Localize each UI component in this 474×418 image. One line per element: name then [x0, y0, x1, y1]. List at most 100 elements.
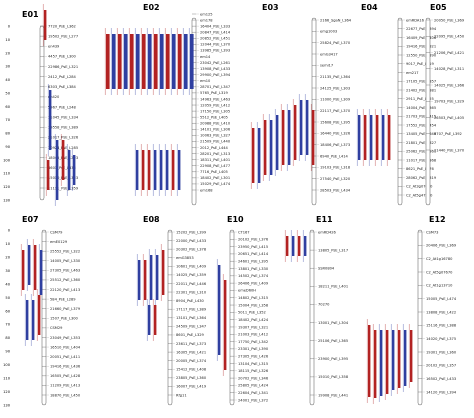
marker-label: 17150_PsE_L305	[200, 109, 230, 113]
qtl-bar	[73, 155, 76, 185]
marker-label: CSM29	[50, 326, 63, 330]
marker-label: 18115_PsE_L326	[238, 369, 269, 373]
panel-e01: E01 0 10 20 30 40 50 60 70 80 90 100 110 120 130 7720_P…	[3, 4, 79, 206]
marker-label: 20406_PsE_L369	[426, 244, 457, 248]
marker-label: 13808_PsE_L422	[426, 310, 456, 314]
marker-label: emeD60H	[238, 289, 256, 293]
marker-label: 20302_PsE_L378	[176, 247, 207, 251]
qtl-bar	[136, 150, 139, 190]
marker-label: 24125_PsE_L303	[320, 86, 350, 90]
panel-title: E10	[227, 215, 244, 224]
marker-label: 13801_PsE_L330	[238, 267, 269, 271]
marker-label: 21801_PsE_L327	[406, 141, 436, 145]
marker-label: 13805_PsE_L317	[318, 248, 348, 252]
scale-tick-label: 0	[8, 229, 11, 233]
qtl-bar	[252, 128, 255, 183]
marker-label: 5967_PsE_L248	[48, 105, 77, 109]
qtl-bar	[166, 34, 170, 89]
marker-label: 26503_PsE_L405	[434, 116, 464, 120]
marker-label: 27540_PsE_L320	[320, 177, 351, 181]
qtl-bar	[112, 34, 116, 89]
marker-label: 27305_PsE_L463	[50, 269, 80, 273]
qtl-bar	[184, 34, 188, 89]
qtl-bar	[162, 250, 165, 295]
scale-tick-label: 30	[5, 65, 10, 69]
qtl-bar	[172, 150, 175, 190]
marker-label: 25512_PsE_L360	[50, 278, 81, 282]
marker-label: 16510_PsE_L404	[50, 345, 81, 349]
marker-label: 16305_PsE_L421	[176, 350, 206, 354]
qtl-bar	[276, 115, 279, 170]
marker-label: 22301_PsE_L310	[176, 290, 207, 294]
marker-label: 14020_PsE_L375	[426, 337, 456, 341]
marker-label: 19703_PsE_L329	[434, 100, 465, 104]
scale-tick-label: 90	[5, 350, 10, 354]
marker-label: 15608_PsE_L395	[320, 120, 350, 124]
scale-tick-label: 80	[5, 336, 10, 340]
qtl-bar	[148, 34, 152, 89]
qtl-bar	[154, 305, 157, 335]
marker-label: 23900_PsE_L395	[318, 357, 348, 361]
marker-label: em168	[200, 188, 213, 192]
panel-title: E01	[22, 10, 39, 19]
marker-label: 14028_PsE_L311	[434, 67, 464, 71]
marker-label: 6940_PsE_L414	[320, 154, 349, 158]
marker-label: 11209_PsE_L413	[50, 384, 80, 388]
marker-label: 21003_PsE_L412	[238, 333, 268, 337]
scale-tick-label: 110	[3, 377, 11, 381]
marker-label: 24509_PsE_L347	[176, 325, 206, 329]
marker-label: 16505_PsE_L428	[50, 374, 81, 378]
marker-label: 11111_PsE_L359	[48, 186, 79, 190]
marker-label: 17117_PsE_L389	[176, 308, 207, 312]
qtl-bar	[49, 90, 52, 150]
scale-tick-label: 40	[5, 78, 10, 82]
scale-tick-label: 90	[5, 145, 10, 149]
marker-label: 12044_PsE_L370	[200, 43, 231, 47]
qtl-bar	[288, 110, 291, 165]
marker-label: 13104_PsE_L315	[238, 362, 268, 366]
qtl-bar	[398, 330, 401, 388]
marker-label: 14004_PsE_L365	[406, 106, 436, 110]
marker-label: 5011_PsE_L352	[238, 311, 266, 315]
qtl-bar	[148, 305, 151, 335]
marker-label: 29900_PsE_L394	[200, 73, 231, 77]
marker-label: 13101_PsE_L364	[176, 316, 207, 320]
marker-label: C2_At5g47320	[406, 193, 433, 197]
panel-e03: E03 2166_SgaN_L364 emg1003 25824_PsE_L370em…	[251, 3, 352, 206]
marker-label: 15412_PsE_L408	[176, 368, 207, 372]
qtl-bar	[282, 110, 285, 165]
marker-label: 19103_PsE_L318	[320, 166, 351, 170]
chromosome-bar	[41, 229, 47, 406]
chromosome-bar	[39, 25, 45, 201]
marker-label: 18870_PsE_L450	[50, 393, 81, 397]
marker-label: 19416_PsE_L436	[50, 365, 81, 369]
scale-tick-label: 120	[3, 390, 11, 394]
marker-label: C2_At5g07670	[426, 270, 453, 274]
panel-title: E04	[361, 3, 378, 12]
qtl-bar	[160, 150, 163, 190]
marker-label: 13985_PsE_L393	[200, 49, 230, 53]
marker-label: 15005_PsE_L474	[426, 297, 457, 301]
qtl-bar	[38, 295, 41, 335]
marker-label: 22908_PsE_L477	[200, 164, 230, 168]
marker-label: 21509_PsE_L440	[200, 140, 231, 144]
panel-e11: E11 emRD426 13805_PsE_L317 SSR0804 18211_PsE…	[285, 215, 349, 406]
chromosome-bar	[397, 17, 403, 206]
marker-label: 20102_PsE_L376	[238, 238, 269, 242]
marker-label: 18402_PsE_L424	[238, 318, 269, 322]
marker-label: 11000_PsE_L309	[320, 98, 351, 102]
marker-label: 17552_PsE_L454	[406, 123, 437, 127]
qtl-bar	[376, 115, 379, 160]
scale-tick-label: 80	[5, 132, 10, 136]
marker-label: 17750_PsE_L342	[238, 340, 268, 344]
panel-e10: E10 CT167 20102_PsE_L376 23950_PsE_L415 2065…	[217, 215, 269, 406]
qtl-bar	[28, 245, 31, 285]
marker-label: C2_At1g16780	[426, 257, 453, 261]
marker-label: 2166_SgaN_L364	[320, 18, 352, 22]
chromosome-bar	[425, 17, 431, 206]
marker-label: emG3417	[320, 52, 338, 56]
marker-label: 22095_PsE_L450	[434, 35, 465, 39]
qtl-bar	[44, 10, 47, 40]
qtl-bar	[142, 34, 146, 89]
marker-label: em178	[200, 18, 213, 22]
